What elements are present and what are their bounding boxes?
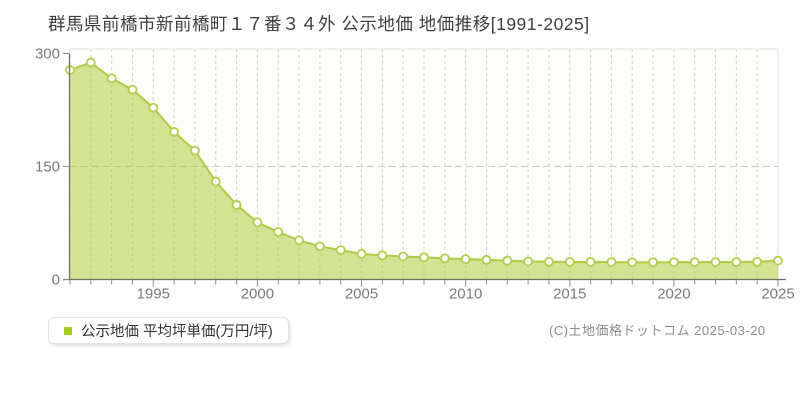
data-point-2008 bbox=[419, 252, 429, 263]
data-point-2010 bbox=[460, 254, 471, 265]
data-point-1992 bbox=[85, 57, 96, 68]
y-tick-label-300: 300 bbox=[35, 46, 60, 63]
data-point-2024 bbox=[752, 256, 763, 267]
y-tick-label-150: 150 bbox=[35, 159, 60, 176]
x-tick-label-2000: 2000 bbox=[241, 286, 274, 303]
data-point-2007 bbox=[398, 251, 409, 262]
x-tick-label-2010: 2010 bbox=[449, 286, 482, 303]
data-point-2009 bbox=[439, 253, 450, 264]
data-point-2021 bbox=[689, 257, 700, 268]
price-area bbox=[70, 62, 778, 280]
data-point-1996 bbox=[169, 126, 180, 137]
data-point-1994 bbox=[127, 84, 138, 95]
data-point-2020 bbox=[668, 257, 679, 268]
legend-swatch bbox=[64, 326, 72, 335]
data-point-2017 bbox=[606, 257, 617, 268]
data-point-1995 bbox=[148, 102, 159, 113]
data-point-2005 bbox=[356, 248, 367, 259]
data-point-2018 bbox=[627, 257, 638, 268]
data-point-2003 bbox=[314, 241, 325, 252]
y-tick-label-0: 0 bbox=[52, 272, 60, 289]
data-point-2011 bbox=[481, 255, 492, 265]
x-tick-label-2020: 2020 bbox=[657, 286, 690, 303]
data-point-2014 bbox=[544, 256, 554, 267]
data-point-2019 bbox=[648, 257, 658, 268]
data-point-2023 bbox=[731, 257, 742, 267]
x-tick-label-1995: 1995 bbox=[137, 286, 170, 303]
legend-label: 公示地価 平均坪単価(万円/坪) bbox=[81, 324, 273, 340]
data-point-2002 bbox=[294, 235, 304, 246]
data-point-2013 bbox=[523, 256, 534, 267]
data-point-2025 bbox=[773, 255, 783, 266]
data-point-2004 bbox=[335, 245, 346, 256]
data-point-2016 bbox=[585, 257, 596, 267]
x-tick-label-2015: 2015 bbox=[553, 286, 586, 303]
x-tick-label-2025: 2025 bbox=[761, 286, 794, 303]
copyright-text: (C)土地価格ドットコム 2025-03-20 bbox=[549, 323, 766, 338]
data-point-2000 bbox=[252, 217, 263, 228]
data-point-2022 bbox=[710, 257, 721, 268]
data-point-2001 bbox=[273, 227, 284, 237]
data-point-1997 bbox=[190, 145, 200, 156]
data-point-2012 bbox=[502, 255, 513, 266]
legend: 公示地価 平均坪単価(万円/坪) bbox=[48, 317, 289, 344]
data-point-2006 bbox=[377, 250, 388, 261]
data-point-2015 bbox=[564, 257, 575, 267]
page-title: 群馬県前橋市新前橋町１７番３４外 公示地価 地価推移[1991-2025] bbox=[48, 14, 590, 34]
data-point-1993 bbox=[106, 73, 117, 84]
data-point-1998 bbox=[210, 176, 221, 187]
data-point-1999 bbox=[231, 200, 242, 210]
x-tick-label-2005: 2005 bbox=[345, 286, 378, 303]
